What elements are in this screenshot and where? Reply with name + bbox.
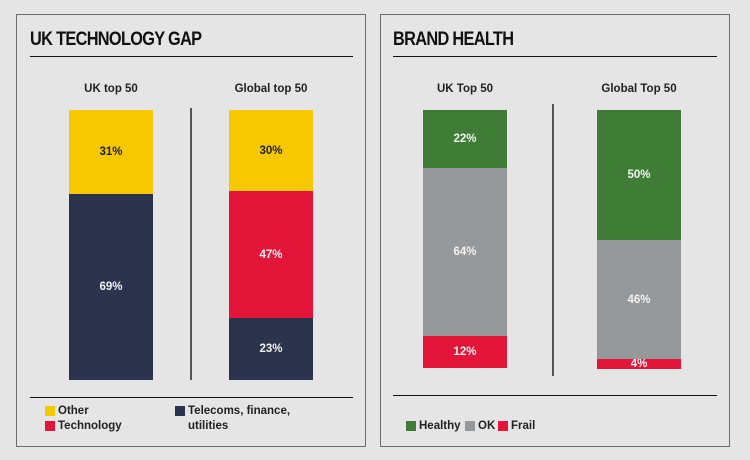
legend-item-frail: Frail	[498, 419, 535, 434]
data-label: 22%	[453, 133, 477, 145]
legend-swatch-telecoms	[175, 406, 185, 416]
legend-item-ok: OK	[465, 419, 495, 434]
column-divider	[552, 104, 554, 376]
data-label: 46%	[627, 293, 651, 306]
bar-segment-healthy: 22%	[423, 110, 507, 168]
legend-label: Frail	[511, 420, 536, 432]
bar-uk-top-50: 69% 31%	[69, 110, 153, 380]
category-label: Global Top 50	[601, 83, 677, 95]
data-label: 69%	[99, 281, 123, 293]
bar-segment-telecoms-finance-utilities: 69%	[69, 194, 153, 380]
legend-label: Other	[58, 405, 89, 417]
legend-rule	[30, 397, 353, 398]
brand-health-panel	[380, 14, 730, 447]
legend-label: Telecoms, finance, utilities	[188, 404, 290, 434]
data-label: 12%	[453, 346, 477, 358]
legend-item-other: Other	[45, 404, 89, 419]
legend-item-technology: Technology	[45, 419, 122, 434]
data-label: 31%	[99, 146, 123, 158]
data-label: 64%	[453, 246, 477, 258]
legend-label-line: utilities	[188, 420, 229, 432]
data-label: 47%	[259, 248, 283, 261]
category-label: UK Top 50	[436, 83, 493, 95]
legend-item-telecoms: Telecoms, finance, utilities	[175, 404, 290, 434]
bar-segment-healthy: 50%	[597, 110, 681, 240]
bar-segment-telecoms-finance-utilities: 23%	[229, 318, 313, 380]
bar-global-top-50: 4% 46% 50%	[597, 110, 681, 370]
bar-segment-frail: 4%	[597, 358, 681, 370]
bar-segment-frail: 12%	[423, 336, 507, 368]
column-divider	[190, 108, 192, 380]
bar-uk-top-50: 12% 64% 22%	[423, 110, 507, 368]
uk-technology-gap-panel	[16, 14, 366, 447]
legend-label: OK	[478, 420, 496, 432]
bar-segment-ok: 46%	[597, 240, 681, 359]
data-label: 4%	[630, 358, 648, 370]
title-rule	[30, 56, 353, 57]
title-rule	[393, 56, 717, 57]
legend-label: Technology	[58, 420, 122, 432]
legend-swatch-technology	[45, 421, 55, 431]
category-label: UK top 50	[84, 83, 138, 95]
bar-segment-technology: 47%	[229, 191, 313, 318]
legend-swatch-frail	[498, 421, 508, 431]
legend-item-healthy: Healthy	[406, 419, 461, 434]
bar-segment-other: 30%	[229, 110, 313, 191]
data-label: 23%	[259, 343, 283, 355]
bar-segment-other: 31%	[69, 110, 153, 194]
data-label: 50%	[627, 169, 651, 181]
legend-label: Healthy	[419, 420, 461, 432]
legend-swatch-other	[45, 406, 55, 416]
legend-label-line: Telecoms, finance,	[188, 405, 291, 417]
bar-segment-ok: 64%	[423, 168, 507, 336]
data-label: 30%	[259, 144, 283, 157]
chart-title: UK TECHNOLOGY GAP	[30, 29, 202, 50]
legend-swatch-healthy	[406, 421, 416, 431]
legend-rule	[393, 395, 717, 396]
legend-swatch-ok	[465, 421, 475, 431]
bar-global-top-50: 23% 47% 30%	[229, 110, 313, 380]
category-label: Global top 50	[234, 83, 308, 95]
chart-title: BRAND HEALTH	[393, 29, 514, 50]
